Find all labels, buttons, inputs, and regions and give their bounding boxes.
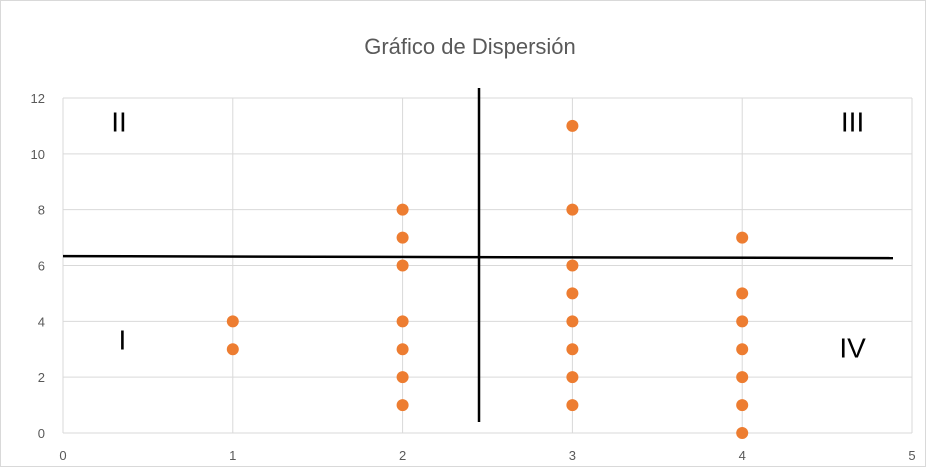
y-tick-label: 0 bbox=[38, 426, 45, 441]
data-point bbox=[396, 259, 409, 272]
horizontal-divider-line bbox=[62, 254, 894, 260]
x-tick-label: 2 bbox=[399, 448, 406, 463]
quadrant-label: III bbox=[841, 107, 864, 138]
data-point bbox=[566, 203, 579, 216]
data-point bbox=[396, 399, 409, 412]
data-point bbox=[566, 371, 579, 384]
x-tick-label: 4 bbox=[739, 448, 746, 463]
data-point bbox=[226, 315, 239, 328]
data-point bbox=[566, 259, 579, 272]
y-tick-label: 2 bbox=[38, 370, 45, 385]
y-tick-label: 8 bbox=[38, 203, 45, 218]
data-point bbox=[736, 399, 749, 412]
data-point bbox=[566, 287, 579, 300]
x-tick-label: 3 bbox=[569, 448, 576, 463]
data-point bbox=[226, 343, 239, 356]
x-tick-label: 0 bbox=[59, 448, 66, 463]
data-point bbox=[736, 371, 749, 384]
quadrant-label: II bbox=[111, 107, 127, 138]
y-tick-label: 10 bbox=[31, 147, 45, 162]
data-point bbox=[396, 203, 409, 216]
data-point bbox=[396, 231, 409, 244]
y-tick-label: 4 bbox=[38, 314, 45, 329]
x-tick-label: 5 bbox=[908, 448, 915, 463]
data-point bbox=[396, 315, 409, 328]
y-tick-label: 6 bbox=[38, 259, 45, 274]
quadrant-label: I bbox=[119, 324, 127, 355]
data-point bbox=[736, 315, 749, 328]
quadrant-label: IV bbox=[839, 333, 866, 364]
y-tick-label: 12 bbox=[31, 91, 45, 106]
data-points bbox=[226, 119, 749, 439]
data-point bbox=[566, 315, 579, 328]
data-point bbox=[396, 343, 409, 356]
data-point bbox=[736, 287, 749, 300]
data-point bbox=[566, 399, 579, 412]
data-point bbox=[396, 371, 409, 384]
data-point bbox=[566, 343, 579, 356]
data-point bbox=[736, 427, 749, 439]
chart-title: Gráfico de Dispersión bbox=[364, 34, 576, 59]
data-point bbox=[566, 119, 579, 132]
data-point bbox=[736, 343, 749, 356]
grid bbox=[62, 97, 913, 434]
quadrant-dividers bbox=[62, 88, 894, 422]
data-point bbox=[736, 231, 749, 244]
x-tick-label: 1 bbox=[229, 448, 236, 463]
